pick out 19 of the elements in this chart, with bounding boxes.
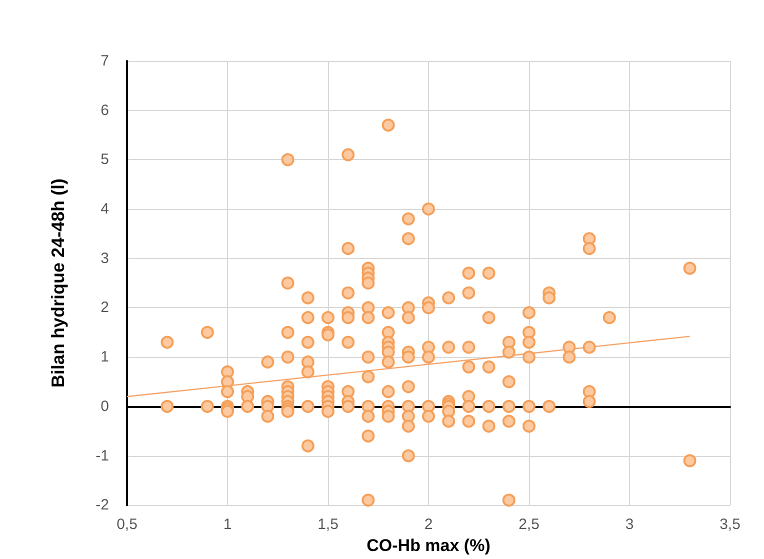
x-tick-label: 1,5 — [318, 516, 338, 534]
y-tick-label: 7 — [100, 52, 109, 70]
y-tick-label: 6 — [100, 102, 109, 119]
x-tick-label: 3,5 — [720, 516, 740, 534]
x-tick-label: 2 — [424, 516, 433, 534]
y-axis-title: Bilan hydrique 24-48h (l) — [48, 178, 68, 388]
x-tick-label: 2,5 — [518, 516, 540, 534]
y-tick-label: 2 — [100, 299, 109, 316]
x-tick-label: 0,5 — [116, 516, 138, 534]
y-tick-label: 0 — [100, 398, 109, 415]
y-tick-label: 5 — [100, 151, 109, 168]
y-tick-label: 4 — [100, 200, 109, 218]
y-tick-label: -1 — [96, 447, 109, 464]
x-axis-title: CO-Hb max (%) — [366, 536, 490, 555]
y-tick-label: 1 — [100, 348, 109, 366]
y-tick-label: -2 — [96, 496, 109, 514]
x-tick-label: 3 — [625, 516, 634, 534]
x-tick-label: 1 — [223, 516, 232, 534]
y-tick-label: 3 — [100, 250, 109, 267]
